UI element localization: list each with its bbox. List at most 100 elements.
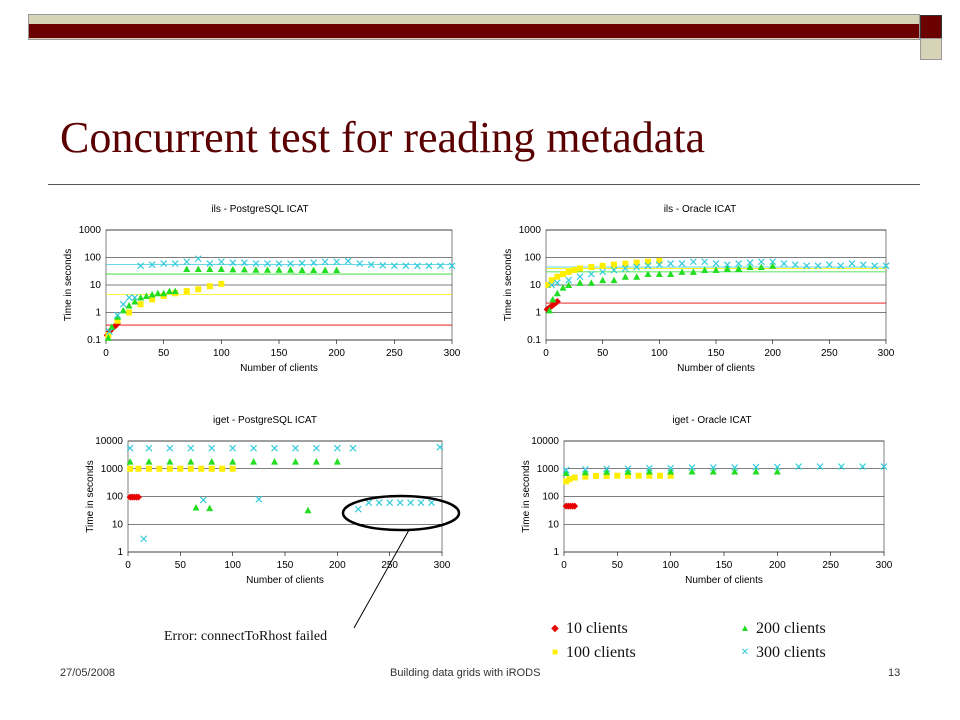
- data-point-300-clients: [333, 258, 341, 266]
- data-point-300-clients: [287, 260, 294, 268]
- x-tick-label: 250: [822, 560, 839, 571]
- data-point-300-clients: [356, 260, 364, 268]
- y-tick-label: 10: [530, 280, 542, 291]
- data-point-100-clients: [166, 465, 173, 472]
- data-point-300-clients: [610, 266, 618, 274]
- data-point-200-clients: [125, 301, 133, 309]
- x-tick-label: 200: [764, 348, 781, 359]
- x-tick-label: 150: [271, 348, 288, 359]
- data-point-300-clients: [581, 465, 589, 473]
- data-point-200-clients: [549, 295, 557, 303]
- data-point-200-clients: [298, 266, 306, 274]
- page-number: 13: [888, 667, 901, 679]
- data-point-200-clients: [312, 458, 320, 465]
- legend-item-200-clients: ▲ 200 clients: [738, 620, 826, 638]
- data-point-200-clients: [576, 279, 584, 286]
- footer-center: Building data grids with iRODS: [390, 667, 541, 679]
- data-point-100-clients: [646, 472, 653, 479]
- data-point-100-clients: [114, 317, 121, 324]
- x-tick-label: 100: [213, 348, 230, 359]
- data-point-300-clients: [709, 464, 717, 472]
- data-point-300-clients: [425, 262, 433, 270]
- x-tick-label: 0: [561, 560, 567, 571]
- data-point-300-clients: [644, 262, 652, 270]
- data-point-300-clients: [131, 294, 139, 301]
- data-point-10-clients: [553, 298, 561, 306]
- data-point-200-clients: [624, 468, 632, 475]
- data-point-200-clients: [263, 266, 271, 273]
- data-point-200-clients: [587, 279, 595, 286]
- data-point-300-clients: [275, 260, 283, 268]
- legend-item-100-clients: ■ 100 clients: [548, 644, 636, 662]
- data-point-300-clients: [599, 268, 607, 276]
- x-tick-label: 100: [651, 348, 668, 359]
- legend-label: 100 clients: [566, 644, 636, 661]
- data-point-300-clients: [140, 535, 148, 543]
- data-point-100-clients: [571, 474, 578, 481]
- y-tick-label: 1: [95, 308, 101, 319]
- data-point-200-clients: [137, 294, 145, 301]
- data-point-300-clients: [667, 260, 675, 268]
- data-point-300-clients: [795, 463, 803, 470]
- data-point-200-clients: [291, 458, 299, 465]
- data-point-200-clients: [187, 458, 195, 465]
- data-point-300-clients: [386, 499, 394, 507]
- y-axis-label: Time in seconds: [85, 460, 96, 532]
- data-point-300-clients: [171, 260, 179, 268]
- title-bar-stripe: [29, 24, 919, 38]
- data-point-200-clients: [655, 270, 663, 278]
- data-point-300-clients: [206, 260, 214, 268]
- data-point-300-clients: [565, 276, 573, 284]
- data-point-200-clients: [610, 276, 618, 284]
- y-tick-label: 0.1: [527, 335, 541, 346]
- data-point-200-clients: [769, 262, 777, 269]
- legend-label: 200 clients: [756, 620, 826, 637]
- data-point-200-clients: [206, 265, 214, 273]
- y-tick-label: 100: [106, 492, 123, 503]
- y-tick-label: 10: [548, 519, 560, 530]
- x-tick-label: 50: [612, 560, 624, 571]
- slide-title: Concurrent test for reading metadata: [60, 113, 706, 162]
- data-point-300-clients: [413, 262, 421, 270]
- x-tick-label: 150: [277, 560, 294, 571]
- data-point-200-clients: [678, 268, 686, 275]
- data-point-300-clients: [229, 444, 237, 452]
- data-point-200-clients: [689, 268, 697, 275]
- x-tick-label: 300: [444, 348, 461, 359]
- data-point-200-clients: [581, 468, 589, 476]
- data-point-100-clients: [183, 288, 190, 295]
- data-point-100-clients: [599, 262, 606, 269]
- data-point-100-clients: [566, 476, 573, 483]
- data-point-300-clients: [871, 262, 879, 270]
- data-point-300-clients: [603, 465, 611, 473]
- y-tick-label: 100: [542, 492, 559, 503]
- y-tick-label: 10: [112, 519, 124, 530]
- error-leader-line: [353, 529, 410, 629]
- data-point-300-clients: [208, 444, 216, 452]
- data-point-100-clients: [633, 259, 640, 266]
- title-divider: [48, 184, 920, 185]
- data-point-100-clients: [145, 465, 152, 472]
- data-point-300-clients: [349, 444, 357, 452]
- corner-box-light: [920, 38, 942, 60]
- data-point-300-clients: [354, 505, 362, 513]
- data-point-300-clients: [562, 466, 570, 474]
- data-point-200-clients: [271, 458, 279, 465]
- x-axis-label: Number of clients: [246, 575, 324, 586]
- data-point-200-clients: [104, 334, 112, 341]
- data-point-100-clients: [177, 465, 184, 472]
- data-point-200-clients: [240, 265, 248, 273]
- data-point-200-clients: [304, 506, 312, 514]
- data-point-200-clients: [165, 287, 173, 295]
- data-point-100-clients: [219, 465, 226, 472]
- data-point-300-clients: [407, 499, 415, 507]
- data-point-300-clients: [137, 262, 145, 270]
- y-tick-label: 1000: [101, 464, 124, 475]
- y-tick-label: 10: [90, 280, 102, 291]
- chart-title: iget - Oracle ICAT: [672, 415, 751, 426]
- data-point-300-clients: [773, 463, 781, 471]
- chart-title: iget - PostgreSQL ICAT: [213, 415, 317, 426]
- y-tick-label: 10000: [531, 436, 559, 447]
- title-bar-decoration: [28, 14, 920, 40]
